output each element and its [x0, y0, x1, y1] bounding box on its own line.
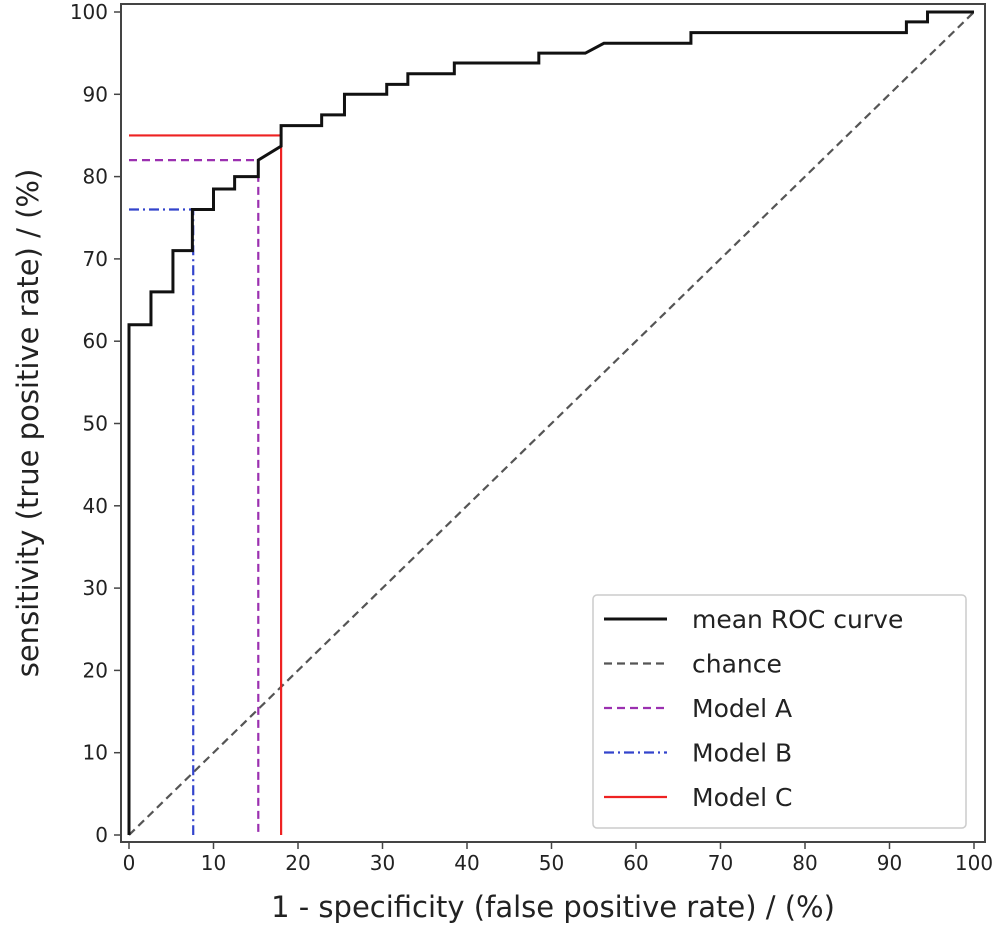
- x-tick-label: 20: [285, 851, 310, 875]
- x-tick-label: 90: [877, 851, 902, 875]
- legend-label: Model A: [692, 694, 792, 723]
- x-tick-label: 100: [955, 851, 993, 875]
- model-b-line: [129, 208, 195, 835]
- y-tick-label: 100: [70, 0, 108, 24]
- x-tick-label: 50: [539, 851, 564, 875]
- y-tick-label: 0: [95, 823, 108, 847]
- legend-item-model-b: Model B: [604, 739, 792, 768]
- x-tick-label: 10: [201, 851, 226, 875]
- legend-label: mean ROC curve: [692, 605, 903, 634]
- x-tick-label: 30: [370, 851, 395, 875]
- legend-box: [592, 594, 967, 829]
- legend-label: Model C: [692, 783, 792, 812]
- x-tick-label: 0: [123, 851, 136, 875]
- mean-roc-curve-line: [127, 10, 974, 835]
- chance-line: [128, 11, 975, 836]
- x-axis-label: 1 - specificity (false positive rate) / …: [271, 890, 835, 924]
- y-axis-label: sensitivity (true positive rate) / (%): [11, 169, 45, 678]
- y-tick-label: 10: [83, 741, 108, 765]
- legend-label: chance: [692, 650, 782, 679]
- x-tick-label: 40: [454, 851, 479, 875]
- legend-label: Model B: [692, 739, 792, 768]
- x-tick-label: 70: [708, 851, 733, 875]
- y-tick-label: 30: [83, 576, 108, 600]
- legend-item-model-c: Model C: [604, 783, 792, 812]
- legend-item-mean-roc-curve: mean ROC curve: [604, 605, 903, 634]
- x-tick-label: 60: [623, 851, 648, 875]
- y-tick-label: 20: [83, 658, 108, 682]
- y-tick-label: 40: [83, 494, 108, 518]
- y-tick-label: 80: [83, 165, 108, 189]
- y-tick-label: 90: [83, 82, 108, 106]
- model-a-line: [129, 159, 260, 835]
- legend-item-model-a: Model A: [604, 694, 792, 723]
- y-tick-label: 60: [83, 329, 108, 353]
- y-tick-label: 70: [83, 247, 108, 271]
- y-tick-label: 50: [83, 412, 108, 436]
- legend: mean ROC curve chance Model A Model B Model …: [592, 594, 967, 829]
- legend-item-chance: chance: [604, 650, 782, 679]
- x-tick-label: 80: [792, 851, 817, 875]
